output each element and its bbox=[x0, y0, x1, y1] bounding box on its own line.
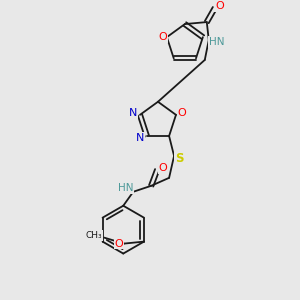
Text: N: N bbox=[136, 133, 144, 143]
Text: O: O bbox=[115, 238, 123, 249]
Text: O: O bbox=[178, 108, 186, 118]
Text: O: O bbox=[159, 163, 167, 173]
Text: N: N bbox=[129, 108, 137, 118]
Text: HN: HN bbox=[118, 183, 133, 193]
Text: O: O bbox=[215, 1, 224, 11]
Text: HN: HN bbox=[209, 37, 224, 47]
Text: S: S bbox=[175, 152, 183, 165]
Text: O: O bbox=[158, 32, 167, 42]
Text: CH₃: CH₃ bbox=[86, 231, 103, 240]
